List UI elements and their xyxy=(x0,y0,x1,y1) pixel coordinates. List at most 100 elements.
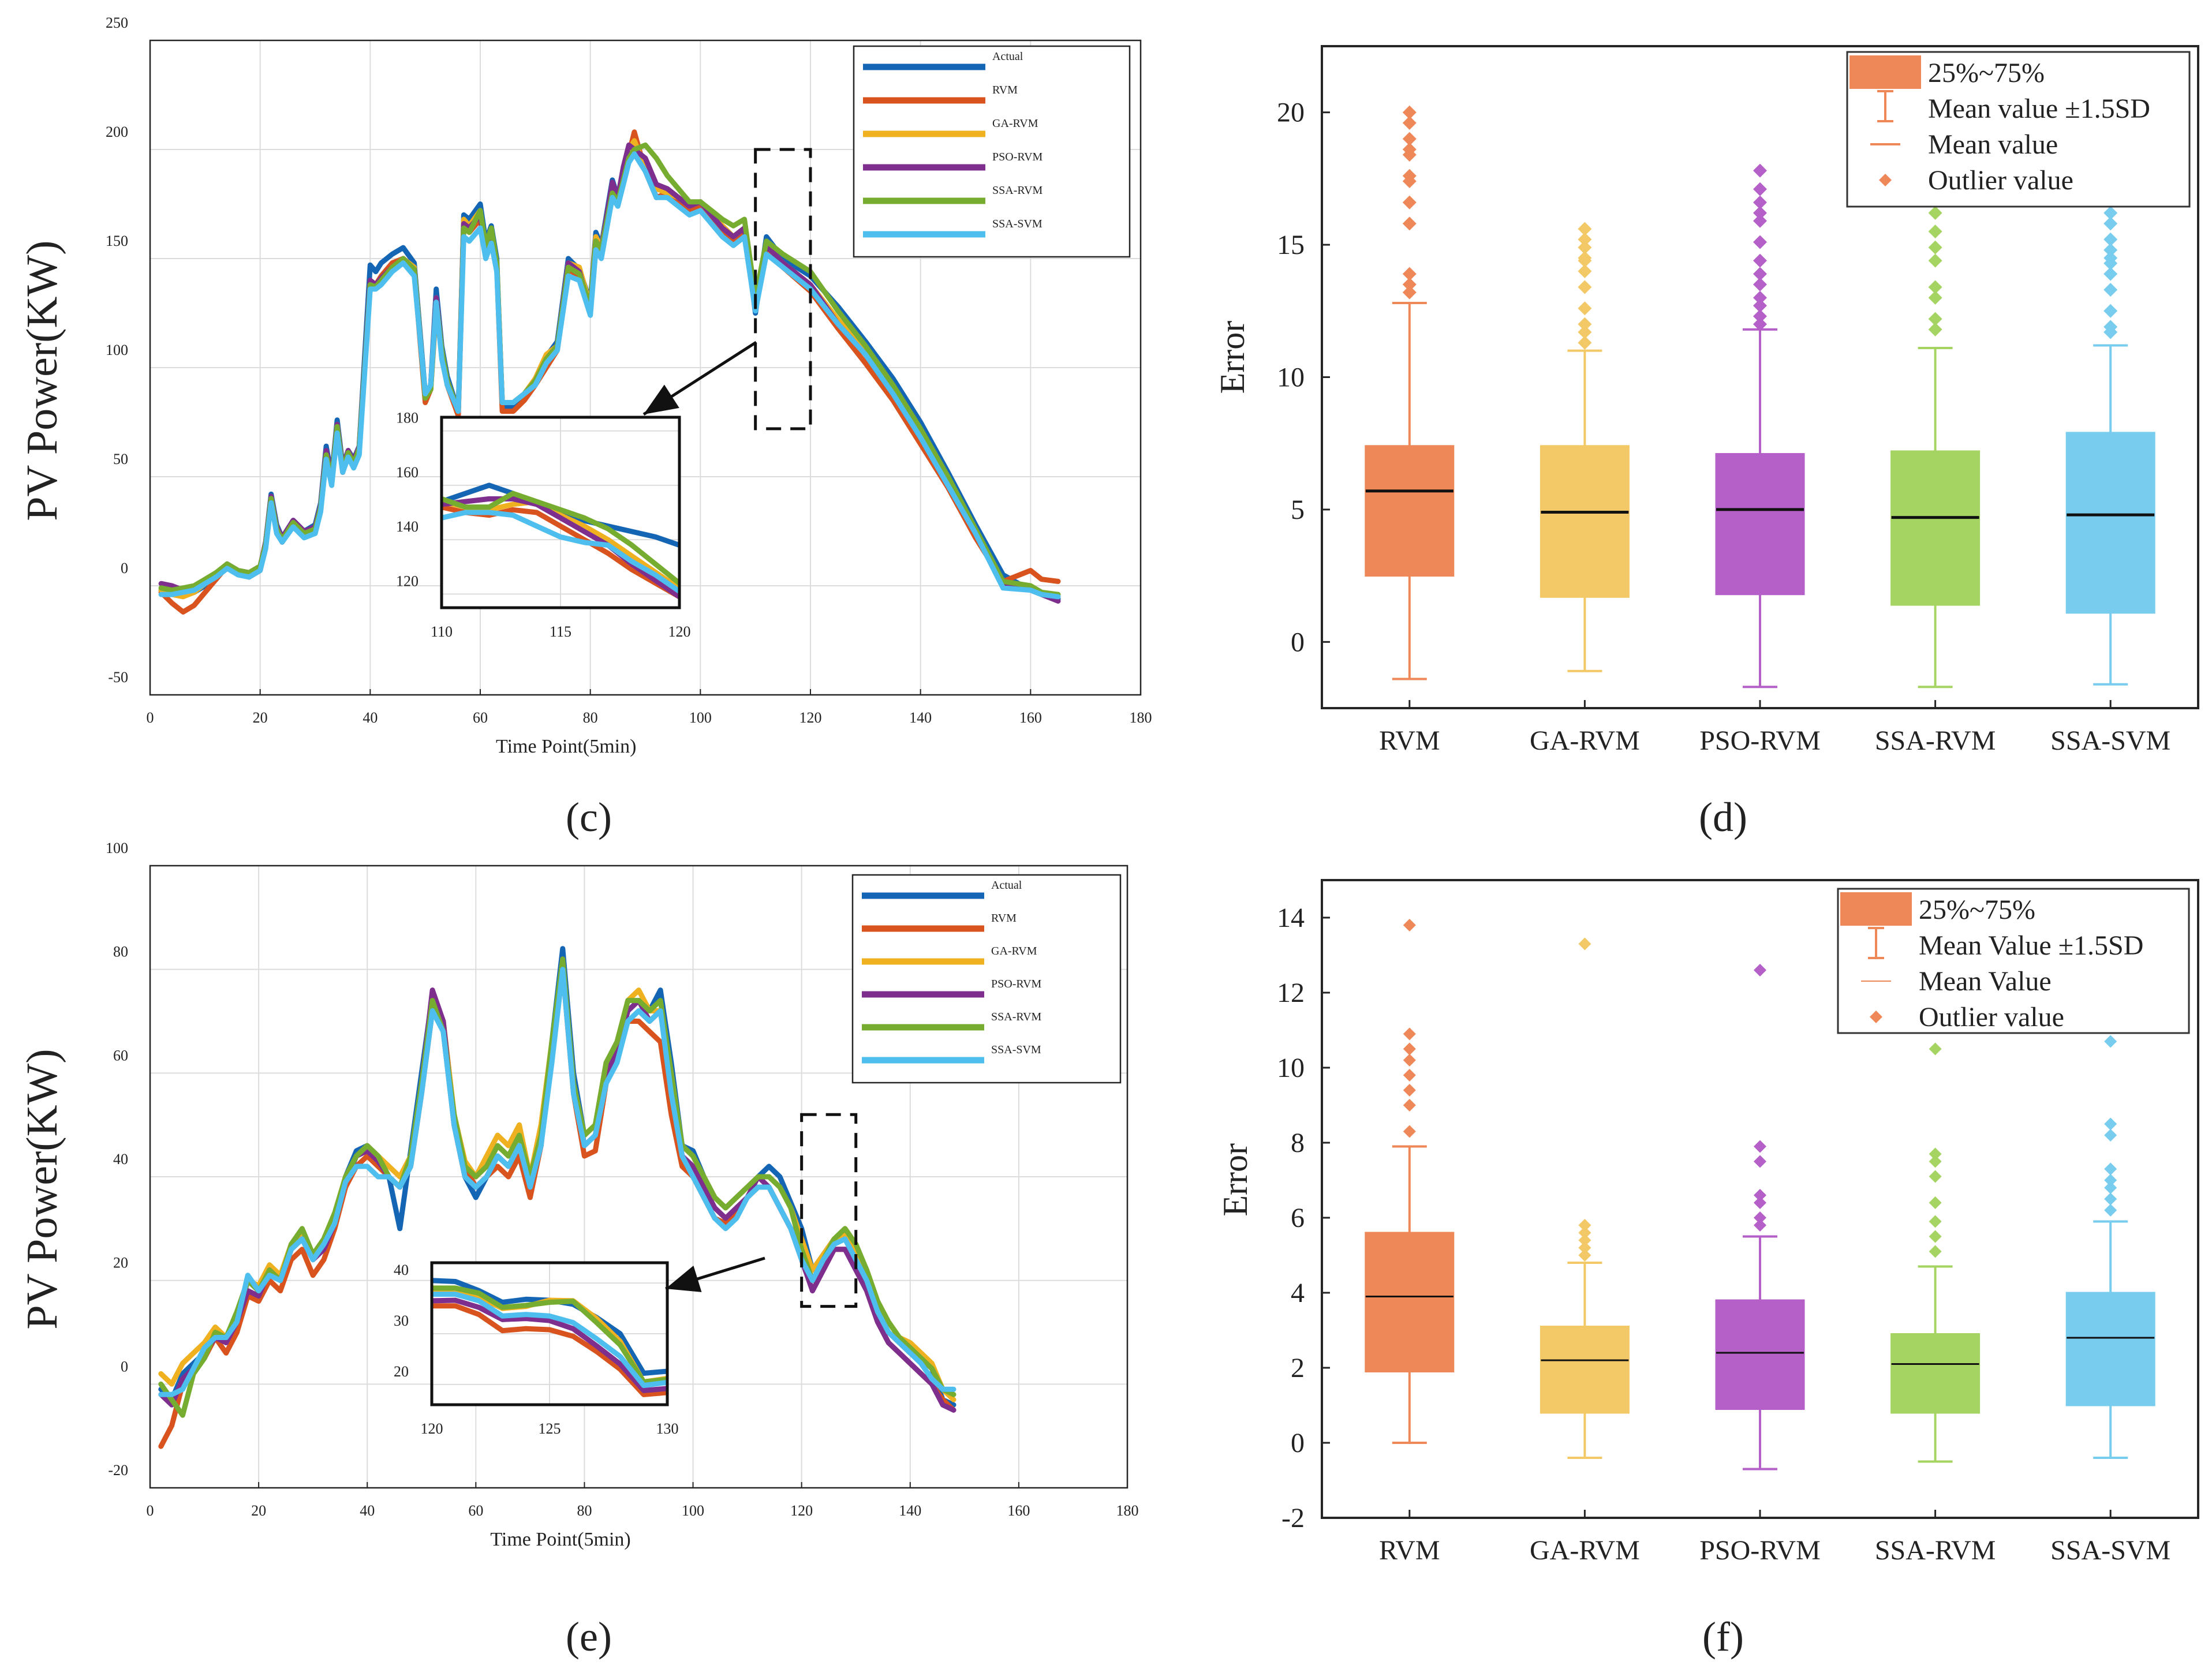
outlier-point xyxy=(1578,937,1591,951)
outlier-point xyxy=(1753,214,1767,228)
x-tick-label: 120 xyxy=(799,709,822,726)
outlier-point xyxy=(1402,216,1417,231)
y-tick-label: -50 xyxy=(108,669,128,686)
outlier-point xyxy=(2103,216,2118,231)
panel-letter-e: (e) xyxy=(566,1614,612,1660)
outlier-point xyxy=(2103,267,2118,281)
outlier-point xyxy=(2104,1192,2117,1206)
legend-label: RVM xyxy=(991,912,1017,925)
x-tick-label: 120 xyxy=(790,1502,813,1519)
outlier-point xyxy=(1929,1196,1942,1209)
y-tick-label: 8 xyxy=(1291,1128,1305,1158)
series-line-ssa-svm xyxy=(158,151,1061,600)
y-tick-label: 6 xyxy=(1291,1203,1305,1233)
inset-x-tick-label: 110 xyxy=(431,623,453,640)
legend-box xyxy=(853,45,1131,258)
panel-letter-f: (f) xyxy=(1702,1614,1744,1660)
outlier-point xyxy=(1928,206,1942,220)
iqr-box-pso-rvm xyxy=(1715,1299,1805,1410)
x-tick-label: 100 xyxy=(682,1502,704,1519)
outlier-point xyxy=(2104,1117,2117,1131)
legend-label: SSA-SVM xyxy=(991,1043,1041,1056)
y-tick-label: 14 xyxy=(1277,903,1305,933)
iqr-box-ssa-rvm xyxy=(1890,1333,1981,1414)
inset-series-group xyxy=(432,1278,667,1397)
outlier-point xyxy=(1753,309,1767,323)
y-axis-title: Error xyxy=(1213,321,1251,394)
outlier-point xyxy=(1928,322,1942,336)
outlier-point xyxy=(1578,301,1592,316)
outlier-point xyxy=(2104,1129,2117,1142)
legend-label: 25%~75% xyxy=(1928,58,2045,88)
iqr-box-ga-rvm xyxy=(1540,1326,1630,1414)
outlier-point xyxy=(1754,1219,1766,1232)
inset-series-line-ssa-rvm xyxy=(442,491,679,586)
legend-label: GA-RVM xyxy=(991,945,1037,957)
y-axis-title: PV Power(KW) xyxy=(18,241,66,521)
outlier-point xyxy=(1929,1230,1942,1243)
panel-letter-c: (c) xyxy=(566,794,612,840)
outlier-point xyxy=(1928,225,1942,239)
inset-y-tick-label: 160 xyxy=(396,464,419,481)
inset-x-tick-label: 120 xyxy=(421,1420,443,1437)
y-tick-label: 150 xyxy=(106,233,128,249)
inset-series-line-rvm xyxy=(432,1303,667,1397)
inset-y-tick-label: 30 xyxy=(394,1312,409,1329)
plot-frame xyxy=(1321,879,2199,1519)
x-tick-label: RVM xyxy=(1379,725,1440,756)
outlier-point xyxy=(1403,1099,1416,1112)
outlier-point xyxy=(1578,280,1592,294)
x-tick-label: 40 xyxy=(363,709,378,726)
outlier-point xyxy=(1402,169,1417,183)
x-tick-label: 0 xyxy=(147,709,154,726)
legend-label: Mean value xyxy=(1928,129,2058,160)
outlier-point xyxy=(1578,335,1592,350)
outlier-point xyxy=(2103,243,2118,257)
legend-label: Actual xyxy=(992,50,1023,63)
iqr-box-rvm xyxy=(1365,1232,1455,1372)
outlier-point xyxy=(1754,1140,1766,1153)
outlier-point xyxy=(1754,964,1766,976)
outlier-point xyxy=(2104,1035,2117,1048)
outlier-point xyxy=(1753,290,1767,305)
legend-label: PSO-RVM xyxy=(991,978,1042,990)
legend-swatch-outlier xyxy=(1870,1011,1882,1023)
y-axis-title: PV Power(KW) xyxy=(18,1049,66,1329)
outlier-point xyxy=(1578,317,1592,331)
outlier-point xyxy=(1928,312,1942,326)
outlier-point xyxy=(1753,163,1767,178)
x-tick-label: 100 xyxy=(689,709,712,726)
outlier-point xyxy=(1753,235,1767,249)
inset-y-tick-label: 180 xyxy=(396,410,419,426)
outlier-point xyxy=(1578,1226,1591,1239)
inset-y-tick-label: 20 xyxy=(394,1363,409,1380)
outlier-point xyxy=(1402,132,1417,146)
inset-series-line-pso-rvm xyxy=(432,1297,667,1393)
outlier-point xyxy=(1928,240,1942,255)
outlier-point xyxy=(1403,1042,1416,1056)
outlier-point xyxy=(1403,1054,1416,1067)
legend-box xyxy=(851,874,1122,1084)
iqr-box-ssa-svm xyxy=(2065,432,2155,614)
iqr-box-ssa-svm xyxy=(2065,1292,2155,1406)
outlier-point xyxy=(1402,267,1417,281)
x-tick-label: PSO-RVM xyxy=(1699,1535,1821,1566)
x-tick-label: SSA-SVM xyxy=(2050,725,2170,756)
zoom-region xyxy=(754,148,812,431)
iqr-box-ssa-rvm xyxy=(1890,450,1981,606)
outlier-point xyxy=(1928,253,1942,268)
inset-series-line-ssa-svm xyxy=(432,1292,667,1389)
y-tick-label: 200 xyxy=(106,124,128,140)
outlier-point xyxy=(1578,1234,1591,1247)
legend-label: Mean value ±1.5SD xyxy=(1928,93,2150,124)
legend-label: RVM xyxy=(992,84,1018,96)
x-tick-label: GA-RVM xyxy=(1530,725,1640,756)
x-axis-title: Time Point(5min) xyxy=(496,736,636,757)
y-tick-label: 100 xyxy=(106,342,128,358)
outlier-point xyxy=(1929,1170,1942,1183)
outlier-point xyxy=(1403,1084,1416,1097)
series-group xyxy=(158,129,1061,615)
outlier-point xyxy=(1402,195,1417,209)
outlier-point xyxy=(2104,1174,2117,1187)
